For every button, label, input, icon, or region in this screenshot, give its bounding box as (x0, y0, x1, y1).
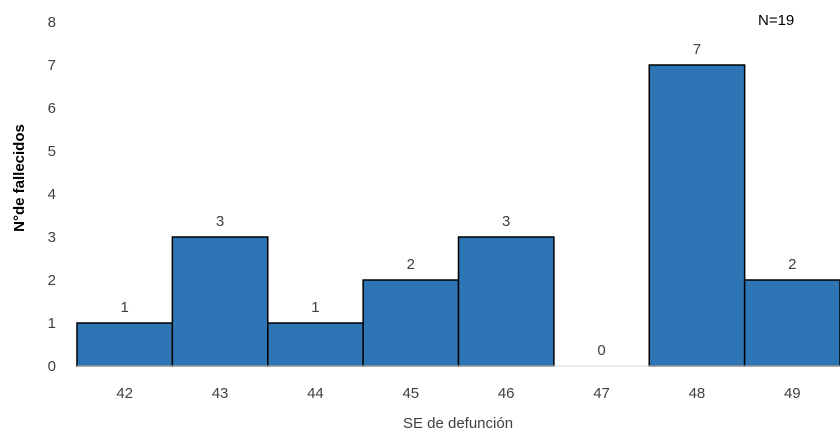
data-label: 7 (693, 41, 701, 58)
y-tick-label: 7 (48, 57, 56, 74)
x-tick-label: 42 (116, 385, 133, 402)
sample-size-annotation: N=19 (758, 12, 794, 29)
y-tick-label: 5 (48, 143, 56, 160)
y-axis-label: N°de fallecidos (11, 124, 28, 232)
data-label: 0 (597, 342, 605, 359)
y-tick-label: 4 (48, 186, 56, 203)
bar (267, 322, 364, 367)
y-tick-label: 0 (48, 358, 56, 375)
y-axis-ticks: 0 1 2 3 4 5 6 7 8 (48, 14, 56, 375)
x-tick-label: 47 (593, 385, 610, 402)
data-label: 2 (788, 256, 796, 273)
bar (76, 322, 174, 367)
x-axis-label: SE de defunción (403, 415, 513, 432)
data-label: 1 (121, 299, 129, 316)
y-tick-label: 8 (48, 14, 56, 31)
x-tick-label: 45 (402, 385, 419, 402)
bar (648, 64, 746, 367)
bar (171, 236, 269, 367)
y-tick-label: 2 (48, 272, 56, 289)
data-labels: 1 3 1 2 3 0 7 2 (121, 41, 797, 359)
x-tick-label: 48 (689, 385, 706, 402)
x-axis-ticks: 42 43 44 45 46 47 48 49 (116, 385, 800, 402)
y-tick-label: 1 (48, 315, 56, 332)
bar (362, 279, 460, 367)
bar (743, 279, 840, 367)
bars (76, 64, 840, 367)
y-tick-label: 6 (48, 100, 56, 117)
data-label: 1 (311, 299, 319, 316)
x-tick-label: 43 (212, 385, 229, 402)
data-label: 3 (502, 213, 510, 230)
x-tick-label: 44 (307, 385, 324, 402)
data-label: 2 (407, 256, 415, 273)
x-tick-label: 46 (498, 385, 515, 402)
data-label: 3 (216, 213, 224, 230)
x-tick-label: 49 (784, 385, 801, 402)
y-tick-label: 3 (48, 229, 56, 246)
bar (457, 236, 555, 367)
